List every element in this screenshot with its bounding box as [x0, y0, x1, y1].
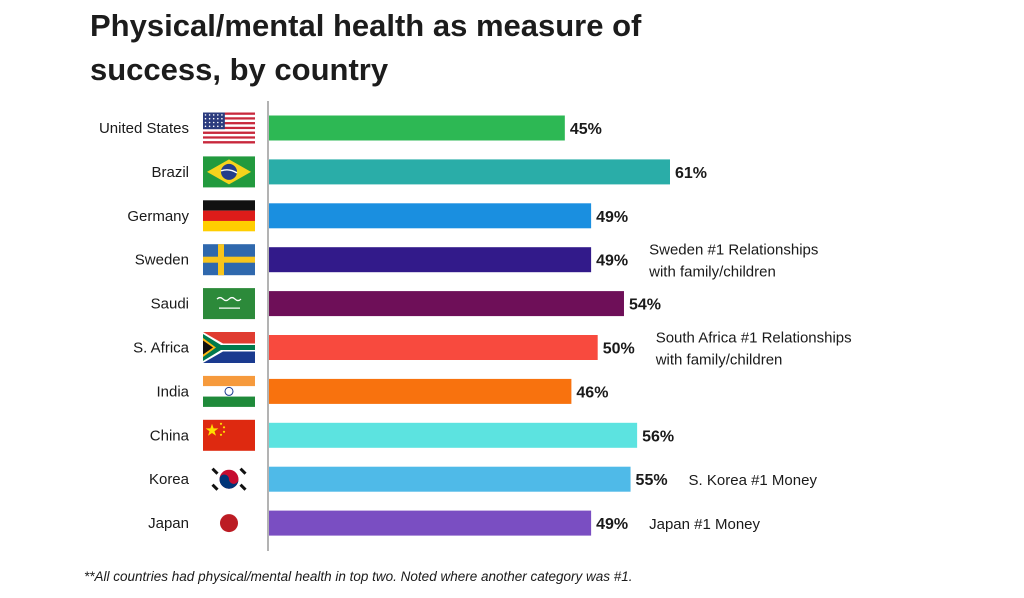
value-label: 49% [596, 516, 628, 533]
bar [269, 335, 598, 360]
germany-flag-icon [203, 200, 255, 232]
value-label: 46% [576, 384, 608, 401]
category-label: India [156, 383, 189, 400]
india-flag-icon [203, 375, 255, 407]
bar [269, 247, 592, 273]
value-label: 61% [675, 165, 707, 182]
annotation-label: Sweden #1 Relationships [649, 242, 818, 259]
value-label: 55% [636, 472, 668, 489]
united-states-flag-icon [203, 112, 255, 146]
category-label: Brazil [151, 164, 189, 181]
category-label: Saudi [151, 296, 189, 313]
category-label: Sweden [135, 252, 189, 269]
chart-title: Physical/mental health as measure of suc… [90, 8, 642, 87]
bar [269, 510, 592, 536]
bar [269, 159, 670, 185]
value-label: 49% [596, 253, 628, 270]
category-label: Germany [127, 208, 189, 225]
bar [269, 378, 572, 404]
korea-flag-icon [211, 467, 247, 491]
annotation-label: with family/children [648, 264, 776, 281]
saudi-arabia-flag-icon [203, 288, 255, 320]
bar [269, 422, 638, 448]
annotation-label: South Africa #1 Relationships [656, 330, 852, 347]
bar [269, 291, 624, 317]
bar [269, 203, 592, 229]
category-label: United States [99, 120, 189, 137]
brazil-flag-icon [203, 156, 255, 188]
category-label: China [150, 427, 190, 444]
japan-flag-icon [220, 514, 238, 533]
category-label: S. Africa [133, 340, 190, 357]
value-label: 56% [642, 428, 674, 445]
category-label: Japan [148, 515, 189, 532]
value-label: 45% [570, 121, 602, 138]
annotation-label: Japan #1 Money [649, 516, 760, 533]
south-africa-flag-icon [203, 332, 255, 363]
annotation-label: with family/children [655, 352, 783, 369]
value-label: 54% [629, 297, 661, 314]
value-label: 49% [596, 209, 628, 226]
annotation-label: S. Korea #1 Money [689, 472, 818, 489]
value-label: 50% [603, 341, 635, 358]
bar [269, 466, 631, 492]
category-label: Korea [149, 471, 190, 488]
china-flag-icon [203, 419, 255, 451]
bar [269, 115, 565, 141]
sweden-flag-icon [203, 244, 255, 276]
footnote: **All countries had physical/mental heal… [84, 569, 633, 584]
